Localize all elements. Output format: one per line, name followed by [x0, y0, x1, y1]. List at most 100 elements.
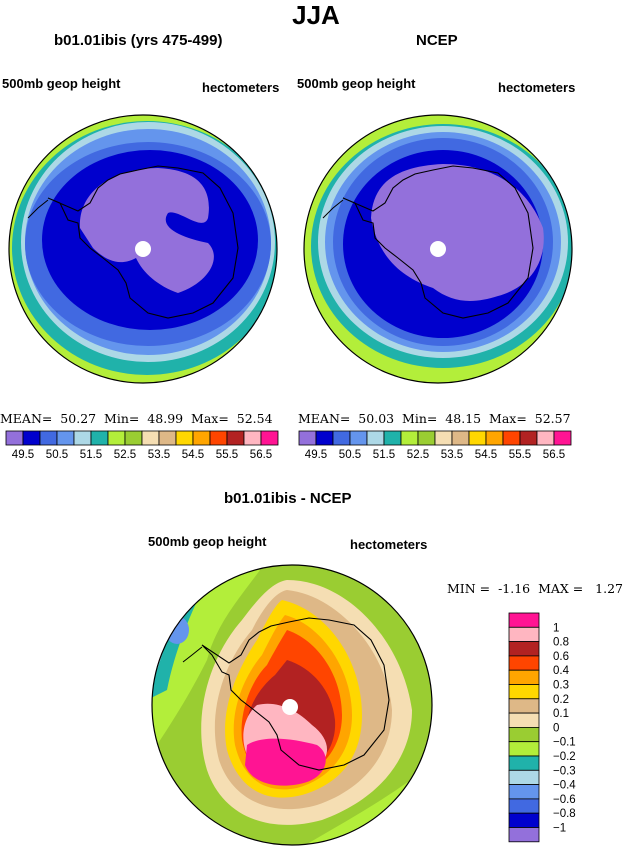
colorbar-swatch [332, 430, 351, 446]
colorbar-label: 49.5 [12, 449, 34, 461]
colorbar-label: −0.8 [553, 808, 576, 820]
colorbar-swatch [502, 430, 521, 446]
colorbar-swatch [508, 727, 540, 743]
colorbar-swatch [260, 430, 279, 446]
panel3-title: b01.01ibis - NCEP [224, 490, 352, 507]
colorbar-swatch [508, 669, 540, 685]
peninsula-coastline [27, 199, 49, 219]
pole-mask [135, 241, 151, 257]
colorbar-swatch [508, 741, 540, 757]
colorbar-swatch [508, 798, 540, 814]
colorbar-label: −0.3 [553, 765, 576, 777]
colorbar-swatch [508, 684, 540, 700]
colorbar-label: 55.5 [509, 449, 531, 461]
colorbar-swatch [508, 612, 540, 628]
colorbar-label: −0.2 [553, 751, 576, 763]
colorbar-label: 50.5 [339, 449, 361, 461]
panel1-variable-label: 500mb geop height [2, 76, 121, 91]
colorbar-label: −0.4 [553, 780, 576, 792]
colorbar-label: 52.5 [114, 449, 136, 461]
colorbar-swatch [508, 641, 540, 657]
colorbar-swatch [508, 784, 540, 800]
band-above-1 [245, 738, 326, 786]
antarctica-coastline [342, 165, 534, 319]
colorbar-label: −0.1 [553, 737, 576, 749]
colorbar-label: 0.1 [553, 708, 569, 720]
colorbar-swatch [508, 827, 540, 843]
colorbar-label: 56.5 [543, 449, 565, 461]
map-border [8, 114, 278, 384]
panel3-units-label: hectometers [350, 537, 428, 552]
panel2-polar-map [303, 114, 573, 384]
colorbar-swatch [243, 430, 262, 446]
colorbar-label: 55.5 [216, 449, 238, 461]
colorbar-swatch [366, 430, 385, 446]
colorbar-swatch [508, 626, 540, 643]
colorbar-swatch [508, 755, 540, 771]
band-neg-0-8-se [392, 836, 432, 845]
colorbar-label: 49.5 [305, 449, 327, 461]
pole-mask [282, 699, 298, 715]
panel1-units-label: hectometers [202, 80, 280, 95]
colorbar-swatch [434, 430, 453, 446]
colorbar-swatch [417, 430, 436, 446]
colorbar-swatch [226, 430, 245, 446]
panel1-polar-map [8, 114, 278, 384]
colorbar-swatch [158, 430, 177, 446]
colorbar-label: 0.6 [553, 651, 569, 663]
peninsula-coastline [322, 199, 344, 219]
map-border [151, 564, 433, 846]
band-neg-0-4-se [362, 818, 432, 845]
panel3-colorbar: 1 0.8 0.6 0.4 0.3 0.2 0.1 0 −0.1 −0.2 −0.3 −0.4 −0.6… [508, 612, 576, 843]
colorbar-swatch [508, 655, 540, 671]
colorbar-label: −1 [553, 823, 566, 835]
peninsula-coastline [182, 646, 203, 663]
colorbar-swatch [400, 430, 419, 446]
colorbar-label: 54.5 [182, 449, 204, 461]
band-49-5 [371, 164, 544, 301]
map-border [303, 114, 573, 384]
colorbar-label: 0.4 [553, 665, 570, 677]
colorbar-label: 51.5 [80, 449, 102, 461]
colorbar-swatch [192, 430, 211, 446]
colorbar-swatch [315, 430, 334, 446]
colorbar-swatch [508, 698, 540, 714]
panel3-polar-map [151, 564, 433, 846]
colorbar-label: 51.5 [373, 449, 395, 461]
antarctica-coastline [47, 165, 239, 319]
colorbar-swatch [22, 430, 41, 446]
colorbar-label: 0 [553, 722, 559, 734]
colorbar-swatch [298, 430, 317, 446]
pole-mask [430, 241, 446, 257]
panel2-colorbar: 49.5 50.5 51.5 52.5 53.5 54.5 55.5 56.5 [298, 430, 572, 461]
colorbar-label: 56.5 [250, 449, 272, 461]
colorbar-swatch [56, 430, 75, 446]
colorbar-label: −0.6 [553, 794, 576, 806]
band-neg-0-6-se [377, 828, 432, 845]
colorbar-swatch [124, 430, 143, 446]
colorbar-swatch [451, 430, 470, 446]
antarctica-coastline [201, 617, 390, 771]
colorbar-swatch [39, 430, 58, 446]
colorbar-label: 1 [553, 622, 559, 634]
colorbar-label: 54.5 [475, 449, 497, 461]
panel1-title: b01.01ibis (yrs 475-499) [54, 32, 223, 49]
colorbar-swatch [90, 430, 109, 446]
colorbar-label: 50.5 [46, 449, 68, 461]
colorbar-label: 0.2 [553, 694, 569, 706]
colorbar-swatch [175, 430, 194, 446]
band-49-5 [79, 168, 214, 293]
panel2-stats: MEAN= 50.03 Min= 48.15 Max= 52.57 [298, 411, 571, 426]
panel2-variable-label: 500mb geop height [297, 76, 416, 91]
colorbar-label: 53.5 [148, 449, 170, 461]
panel1-colorbar: 49.5 50.5 51.5 52.5 53.5 54.5 55.5 56.5 [5, 430, 279, 461]
colorbar-swatch [485, 430, 504, 446]
colorbar-swatch [468, 430, 487, 446]
panel2-title: NCEP [416, 32, 458, 49]
panel2-units-label: hectometers [498, 80, 576, 95]
colorbar-swatch [508, 812, 540, 828]
panel1-stats: MEAN= 50.27 Min= 48.99 Max= 52.54 [0, 411, 273, 426]
colorbar-label: 53.5 [441, 449, 463, 461]
figure-title: JJA [292, 0, 340, 30]
colorbar-swatch [536, 430, 555, 446]
